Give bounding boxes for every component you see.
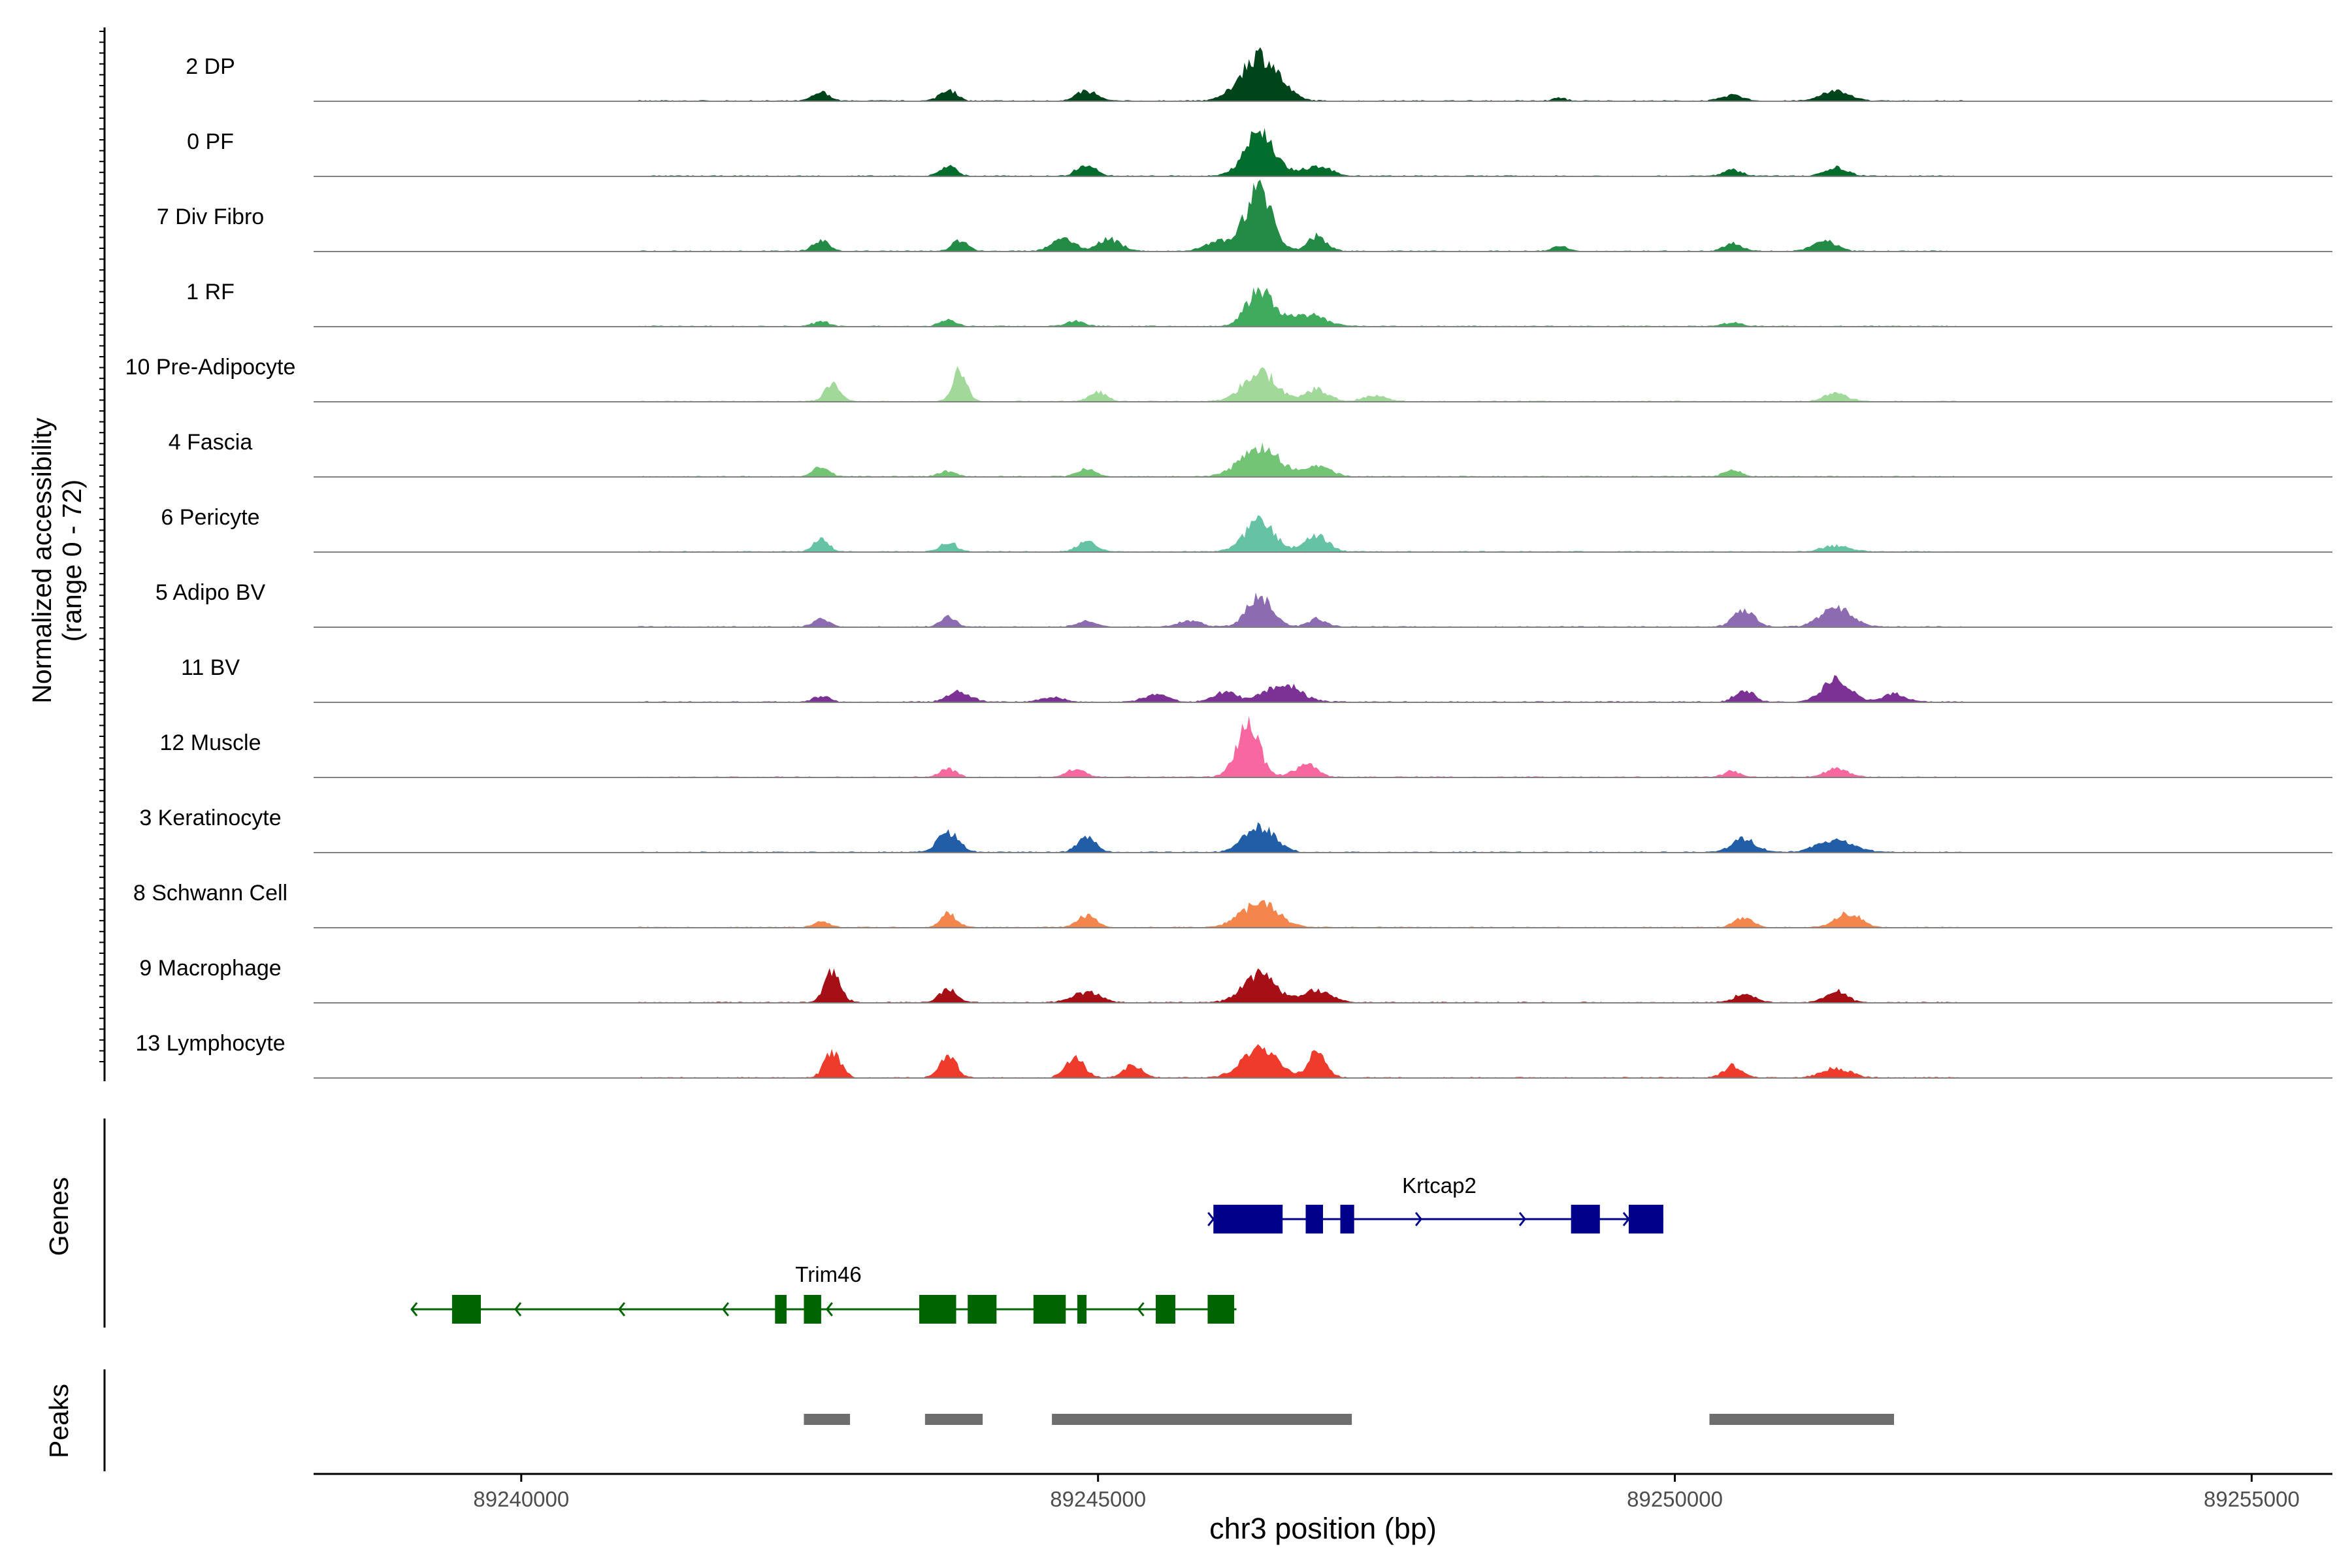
strand-arrow [1414,1212,1423,1226]
x-tick-label: 89240000 [473,1487,569,1511]
track-4-fascia: 4 Fascia [169,430,2332,478]
x-axis: 89240000 89245000 89250000 89255000 [314,1473,2332,1511]
gene-exon [1305,1205,1323,1233]
track-label: 9 Macrophage [139,956,281,981]
coverage-area [314,515,2332,552]
coverage-area [314,968,2332,1003]
track-label: 3 Keratinocyte [139,806,281,830]
coverage-area [314,1044,2332,1078]
track-label: 5 Adipo BV [155,580,266,605]
peak-annotation-panel [103,1369,1895,1471]
track-13-lymphocyte: 13 Lymphocyte [135,1031,2332,1079]
gene-trim46: Trim46 [410,1262,1237,1324]
gene-exon [1207,1295,1235,1324]
track-10-pre-adipocyte: 10 Pre-Adipocyte [125,355,2332,402]
x-tick-label: 89245000 [1050,1487,1146,1511]
gene-exon [1033,1295,1066,1324]
track-label: 0 PF [187,129,234,154]
gene-exon [451,1295,482,1324]
y-axis-label: Normalized accessibility [27,417,57,704]
strand-arrow [1137,1302,1145,1316]
strand-arrow [1518,1212,1526,1226]
coverage-area [314,127,2332,176]
gene-label: Krtcap2 [1402,1173,1477,1198]
gene-label: Trim46 [795,1262,861,1286]
track-11-bv: 11 BV [181,655,2332,703]
track-12-muscle: 12 Muscle [160,715,2332,778]
x-tick-label: 89255000 [2204,1487,2300,1511]
gene-exon [1077,1295,1087,1324]
coverage-area [314,822,2332,853]
track-3-keratinocyte: 3 Keratinocyte [139,806,2332,853]
peak-bar [924,1414,983,1425]
gene-exon [804,1295,821,1324]
track-label: 1 RF [186,280,235,304]
track-2-dp: 2 DP [186,47,2332,102]
track-label: 13 Lymphocyte [135,1031,285,1056]
track-label: 8 Schwann Cell [133,881,287,906]
strand-arrow [1622,1212,1630,1226]
x-axis-title: chr3 position (bp) [1209,1512,1437,1545]
gene-exon [919,1295,956,1324]
track-label: 10 Pre-Adipocyte [125,355,296,380]
track-6-pericyte: 6 Pericyte [161,505,2332,553]
peak-bar [1052,1414,1352,1425]
strand-arrow [514,1302,522,1316]
gene-krtcap2: Krtcap2 [1207,1173,1663,1233]
gene-exon [1213,1205,1283,1233]
track-label: 7 Div Fibro [157,204,264,229]
coverage-area [314,442,2332,477]
y-axis-label-range: (range 0 - 72) [57,480,87,642]
gene-exon [968,1295,997,1324]
coverage-area [314,366,2332,402]
genes-row-label: Genes [44,1177,74,1256]
track-label: 12 Muscle [160,730,261,755]
track-0-pf: 0 PF [187,127,2332,177]
peak-bar [1709,1414,1895,1425]
coverage-tracks: 2 DP 0 PF 7 Div Fibro 1 RF 10 Pre-Adipocyte 4… [125,47,2332,1079]
peaks-row-label: Peaks [44,1384,74,1458]
gene-exon [775,1295,787,1324]
track-label: 4 Fascia [169,430,253,455]
strand-arrow [410,1302,418,1316]
gene-exon [1571,1205,1600,1233]
strand-arrow [721,1302,730,1316]
track-5-adipo-bv: 5 Adipo BV [155,580,2332,628]
coverage-y-axis [99,27,106,1081]
peak-bar [804,1414,851,1425]
track-9-macrophage: 9 Macrophage [139,956,2332,1004]
coverage-area [314,675,2332,702]
track-label: 2 DP [186,54,235,79]
strand-arrow [825,1302,833,1316]
track-label: 11 BV [181,655,240,680]
x-tick-label: 89250000 [1627,1487,1723,1511]
track-7-div-fibro: 7 Div Fibro [157,180,2332,252]
gene-exon [1155,1295,1175,1324]
strand-arrow [617,1302,626,1316]
track-1-rf: 1 RF [186,280,2332,327]
track-8-schwann-cell: 8 Schwann Cell [133,881,2332,928]
gene-exon [1340,1205,1354,1233]
gene-annotation-panel: Krtcap2 Trim46 [103,1119,1663,1328]
coverage-area [314,287,2332,327]
track-label: 6 Pericyte [161,505,259,530]
coverage-area [314,592,2332,627]
gene-exon [1628,1205,1663,1233]
